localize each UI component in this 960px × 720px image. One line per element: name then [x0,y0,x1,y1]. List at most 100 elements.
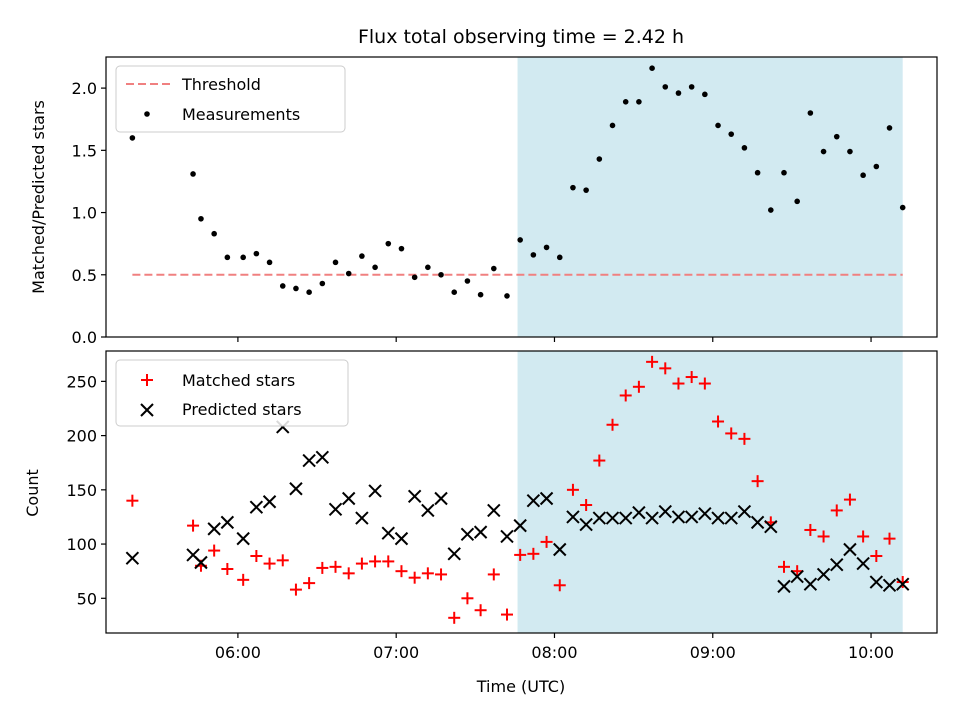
top-y-ticks: 0.0 0.5 1.0 1.5 2.0 [72,79,106,347]
predicted-star-point [764,520,778,534]
matched-star-point [843,493,856,506]
predicted-star-point [592,511,607,525]
measurement-point [794,198,800,205]
measurement-point [438,271,444,278]
measurement-point [741,145,748,151]
predicted-star-point [843,542,857,557]
predicted-star-point [341,491,356,506]
predicted-star-point [684,510,699,524]
top-y-tick-label: 0.0 [72,328,97,347]
bottom-x-tick-label: 07:00 [373,643,419,662]
measurement-point [543,244,550,251]
measurement-point [781,169,787,176]
predicted-legend-label: Predicted stars [182,400,302,419]
measurement-point [873,163,880,170]
matched-star-point [500,608,513,621]
predicted-star-point [777,579,791,594]
measurement-point [622,99,629,105]
matched-star-point [646,355,659,368]
matched-star-point [369,555,382,568]
predicted-star-point [645,511,659,525]
bottom-y-ticks: 50 100 150 200 250 [66,372,106,608]
bottom-y-tick-label: 200 [66,427,97,446]
measurement-point [451,289,458,296]
matched-star-point [250,549,263,562]
bottom-y-axis-label: Count [23,469,42,517]
matched-star-point [474,604,487,617]
matched-star-point [221,563,234,576]
measurement-point [332,259,339,266]
matched-star-point [263,557,276,570]
measurement-point [768,207,774,213]
bottom-y-tick-label: 100 [66,535,97,554]
measurement-point [477,291,484,298]
matched-star-point [698,377,711,390]
measurement-point [359,253,365,259]
bottom-x-ticks: 06:00 07:00 08:00 09:00 10:00 [215,633,894,662]
measurement-point [190,171,196,177]
bottom-y-tick-label: 150 [66,481,97,500]
measurement-point [596,156,603,162]
measurement-point [504,293,510,299]
predicted-star-point [207,522,221,536]
matched-star-point [527,547,540,560]
matched-legend-label: Matched stars [182,371,295,390]
measurement-points [129,65,906,299]
predicted-star-point [750,515,765,530]
measurement-point [833,133,840,140]
predicted-legend-marker [140,403,154,417]
measurement-point [385,240,392,247]
predicted-star-point [526,493,541,508]
top-panel: 0.0 0.5 1.0 1.5 2.0 Flux total observing tim… [29,26,938,347]
measurement-point [319,280,326,287]
predicted-star-point [698,506,712,521]
predicted-stars-points [125,420,910,594]
predicted-star-point [249,500,264,514]
predicted-star-point [460,527,475,542]
top-shaded-region [517,57,903,337]
measurement-point [491,265,497,272]
matched-star-point [303,577,316,590]
measurement-point [129,135,136,141]
top-y-tick-label: 0.5 [72,266,97,285]
matched-star-point [329,560,342,573]
matched-star-point [817,530,830,543]
predicted-star-point [302,453,316,468]
matched-star-point [896,576,909,589]
measurement-point [754,169,761,176]
measurement-point [570,184,576,191]
predicted-star-point [618,511,633,525]
matched-star-point [316,561,329,574]
measurement-point [398,245,405,252]
predicted-star-point [579,517,593,532]
predicted-star-point [882,578,897,592]
predicted-star-point [803,577,818,591]
matched-star-point [276,554,289,567]
top-y-axis-label: Matched/Predicted stars [29,100,48,294]
predicted-star-point [895,577,910,591]
measurement-point [807,110,814,116]
predicted-star-point [328,502,343,517]
predicted-star-point [394,531,409,546]
matched-stars-points [126,355,909,624]
matched-star-point [830,504,843,517]
measurements-legend-marker [144,111,150,117]
measurement-point [530,252,537,258]
matched-star-point [126,494,139,507]
matched-star-point [540,535,553,548]
top-plot-frame [105,56,938,338]
matched-star-point [685,371,698,384]
matched-star-point [857,530,870,543]
predicted-star-point [790,569,804,584]
measurement-point [860,172,866,179]
predicted-star-point [632,505,646,520]
measurement-point [372,264,378,271]
predicted-star-point [407,489,422,504]
bottom-x-axis-label: Time (UTC) [476,677,565,696]
matched-star-point [659,362,672,375]
predicted-star-point [315,450,330,464]
measurement-point [702,91,708,98]
bottom-x-tick-label: 06:00 [215,643,261,662]
measurement-point [556,254,563,261]
predicted-star-point [724,511,738,525]
